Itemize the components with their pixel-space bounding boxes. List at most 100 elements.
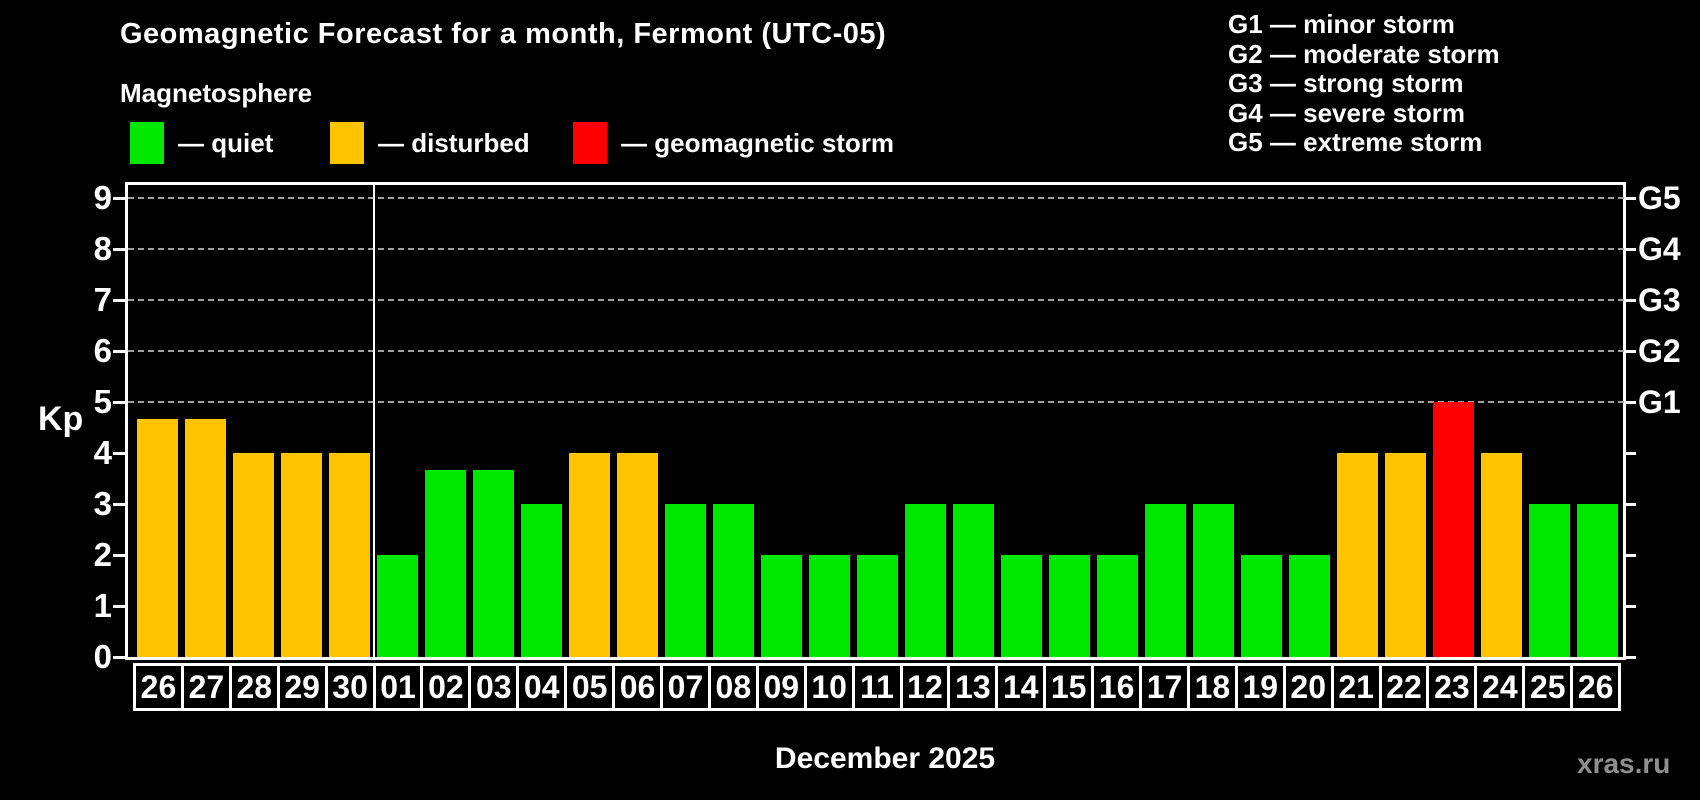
bar-slot-27 bbox=[181, 185, 229, 657]
gridline-kp-5 bbox=[128, 401, 1634, 403]
bar-slot-26 bbox=[1573, 185, 1621, 657]
bar-slot-16 bbox=[1093, 185, 1141, 657]
day-label-12-08: 08 bbox=[707, 663, 759, 711]
day-label-25-21: 21 bbox=[1330, 663, 1382, 711]
bar-slot-23 bbox=[1429, 185, 1477, 657]
bar-day-02-kp-3.67 bbox=[424, 470, 466, 657]
y-tick-label-2: 2 bbox=[93, 536, 112, 573]
month-divider-line bbox=[373, 185, 375, 657]
bar-slot-05 bbox=[565, 185, 613, 657]
day-label-3-29: 29 bbox=[276, 663, 328, 711]
y-tick-label-6: 6 bbox=[93, 332, 112, 369]
legend-label-disturbed: — disturbed bbox=[378, 127, 530, 158]
chart-subtitle: Magnetosphere bbox=[120, 78, 313, 108]
magnetosphere-legend: — quiet — disturbed — geomagnetic storm bbox=[0, 120, 1100, 166]
bar-slot-09 bbox=[757, 185, 805, 657]
bar-slot-20 bbox=[1285, 185, 1333, 657]
day-label-0-26: 26 bbox=[133, 663, 184, 711]
day-label-17-13: 13 bbox=[947, 663, 999, 711]
bar-day-01-kp-2 bbox=[376, 555, 418, 657]
day-label-16-12: 12 bbox=[899, 663, 951, 711]
day-label-13-09: 09 bbox=[755, 663, 807, 711]
day-label-8-04: 04 bbox=[516, 663, 568, 711]
bar-day-12-kp-3 bbox=[904, 504, 946, 657]
g-legend-line-1: G1 — minor storm bbox=[1228, 9, 1455, 39]
day-label-15-11: 11 bbox=[851, 663, 903, 711]
day-label-2-28: 28 bbox=[228, 663, 280, 711]
bar-slot-12 bbox=[901, 185, 949, 657]
bar-day-28-kp-4 bbox=[232, 453, 274, 657]
gridline-kp-7 bbox=[128, 299, 1634, 301]
y-tick-right-1 bbox=[1626, 605, 1636, 608]
day-label-21-17: 17 bbox=[1139, 663, 1190, 711]
legend-item-storm: — geomagnetic storm bbox=[573, 120, 894, 166]
bar-slot-01 bbox=[373, 185, 421, 657]
bar-slot-30 bbox=[325, 185, 373, 657]
y-tick-label-3: 3 bbox=[93, 485, 112, 522]
bar-slot-19 bbox=[1237, 185, 1285, 657]
y-tick-right-2 bbox=[1626, 554, 1636, 557]
bar-day-07-kp-3 bbox=[664, 504, 706, 657]
x-axis-title: December 2025 bbox=[774, 742, 996, 775]
day-label-30-26: 26 bbox=[1570, 663, 1622, 711]
day-label-11-07: 07 bbox=[659, 663, 711, 711]
y-tick-left-5 bbox=[113, 401, 125, 404]
day-label-4-30: 30 bbox=[324, 663, 376, 711]
legend-label-storm: — geomagnetic storm bbox=[621, 127, 895, 158]
g-legend-line-4: G4 — severe storm bbox=[1228, 97, 1466, 128]
day-label-22-18: 18 bbox=[1186, 663, 1238, 711]
bar-day-16-kp-2 bbox=[1096, 555, 1138, 657]
day-label-18-14: 14 bbox=[995, 663, 1047, 711]
y-tick-label-9: 9 bbox=[93, 179, 112, 216]
bar-day-26-kp-3 bbox=[1576, 504, 1618, 657]
legend-item-disturbed: — disturbed bbox=[330, 120, 530, 166]
gridline-kp-8 bbox=[128, 248, 1634, 250]
gridline-kp-6 bbox=[128, 350, 1634, 352]
y-tick-left-9 bbox=[113, 197, 125, 200]
bar-day-27-kp-4.67 bbox=[184, 419, 226, 657]
bar-slot-13 bbox=[949, 185, 997, 657]
bar-day-18-kp-3 bbox=[1192, 504, 1234, 657]
bar-day-04-kp-3 bbox=[520, 504, 562, 657]
day-label-29-25: 25 bbox=[1522, 663, 1574, 711]
right-axis-label-g2: G2 bbox=[1638, 333, 1681, 369]
day-label-24-20: 20 bbox=[1282, 663, 1334, 711]
y-tick-right-8 bbox=[1626, 248, 1636, 251]
bar-series bbox=[133, 185, 1621, 657]
day-label-19-15: 15 bbox=[1043, 663, 1095, 711]
y-tick-left-6 bbox=[113, 350, 125, 353]
bar-slot-24 bbox=[1477, 185, 1525, 657]
g-legend-line-2: G2 — moderate storm bbox=[1228, 38, 1500, 69]
bar-day-30-kp-4 bbox=[328, 453, 370, 657]
day-label-5-01: 01 bbox=[372, 663, 424, 711]
legend-label-quiet: — quiet bbox=[178, 127, 274, 158]
bar-slot-04 bbox=[517, 185, 565, 657]
y-tick-label-0: 0 bbox=[93, 638, 112, 675]
y-tick-label-8: 8 bbox=[93, 230, 112, 267]
bar-day-22-kp-4 bbox=[1384, 453, 1426, 657]
y-tick-left-7 bbox=[113, 299, 125, 302]
y-tick-label-5: 5 bbox=[93, 383, 112, 420]
right-axis-label-g4: G4 bbox=[1638, 231, 1681, 267]
y-tick-left-1 bbox=[113, 605, 125, 608]
plot-area bbox=[125, 182, 1626, 660]
g-legend-line-5: G5 — extreme storm bbox=[1228, 127, 1483, 157]
day-label-6-02: 02 bbox=[420, 663, 472, 711]
bar-slot-18 bbox=[1189, 185, 1237, 657]
bar-slot-07 bbox=[661, 185, 709, 657]
bar-day-25-kp-3 bbox=[1528, 504, 1570, 657]
legend-item-quiet: — quiet bbox=[130, 120, 273, 166]
y-tick-left-0 bbox=[113, 656, 125, 659]
bar-slot-28 bbox=[229, 185, 277, 657]
bar-slot-11 bbox=[853, 185, 901, 657]
bar-day-05-kp-4 bbox=[568, 453, 610, 657]
bar-slot-21 bbox=[1333, 185, 1381, 657]
bar-slot-08 bbox=[709, 185, 757, 657]
y-tick-label-7: 7 bbox=[93, 281, 112, 318]
day-label-1-27: 27 bbox=[180, 663, 232, 711]
bar-slot-26 bbox=[133, 185, 181, 657]
bar-slot-02 bbox=[421, 185, 469, 657]
legend-swatch-disturbed bbox=[330, 122, 364, 164]
gridline-kp-9 bbox=[128, 197, 1634, 199]
